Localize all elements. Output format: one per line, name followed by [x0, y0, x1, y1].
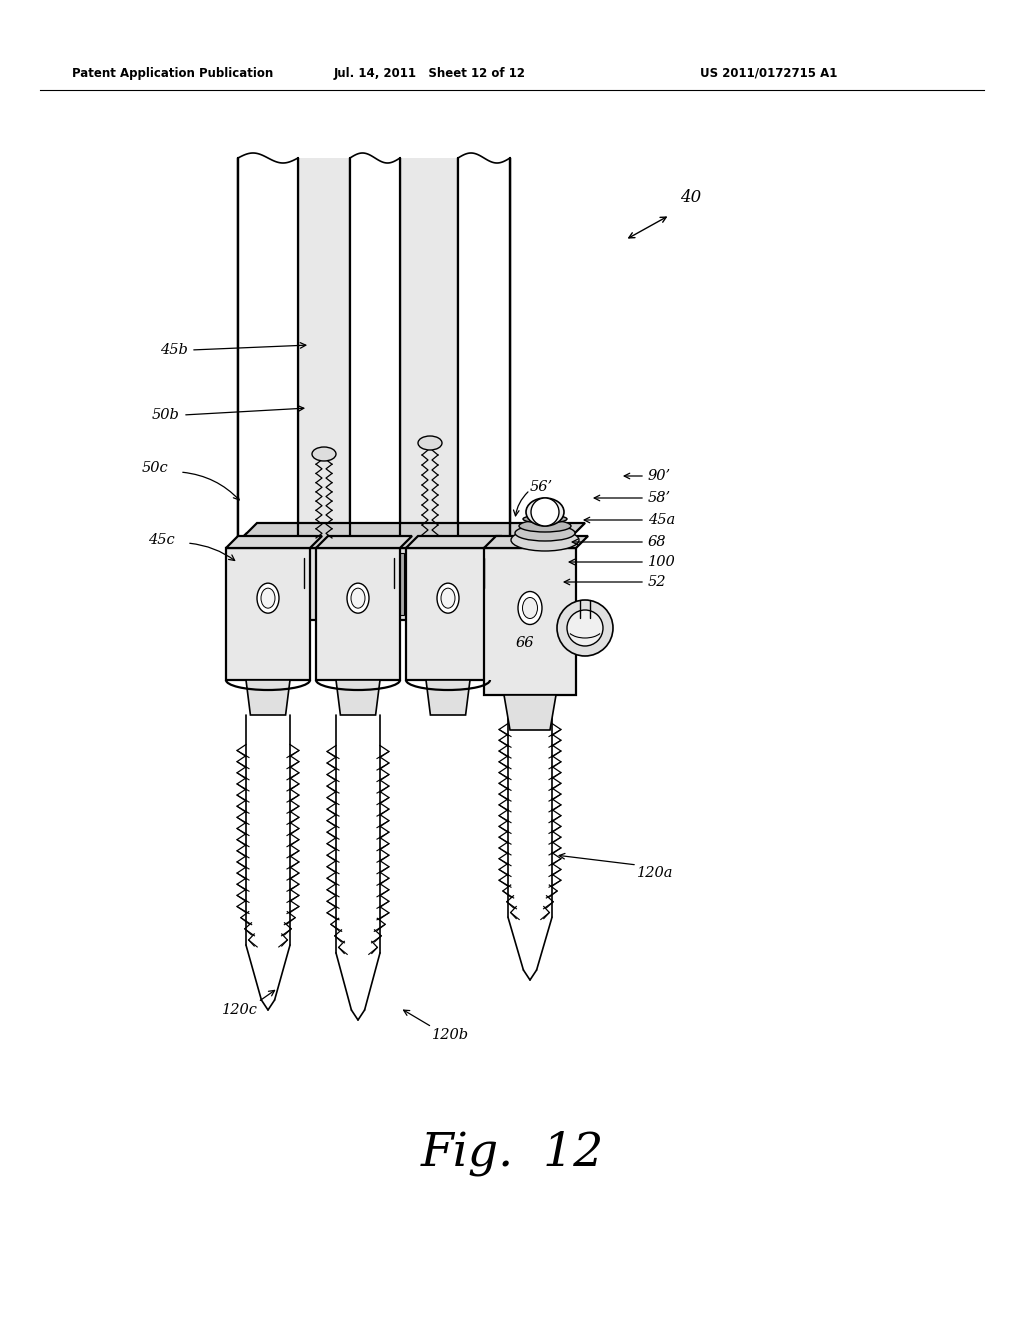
Ellipse shape — [526, 498, 564, 525]
Text: 56’: 56’ — [530, 480, 553, 494]
Polygon shape — [232, 533, 247, 620]
Polygon shape — [426, 680, 470, 715]
Text: Patent Application Publication: Patent Application Publication — [72, 66, 273, 79]
Ellipse shape — [519, 520, 571, 532]
Polygon shape — [504, 696, 556, 730]
Ellipse shape — [351, 589, 365, 609]
Text: 45c: 45c — [148, 533, 175, 546]
Ellipse shape — [437, 583, 459, 614]
Polygon shape — [396, 553, 404, 615]
Ellipse shape — [522, 598, 538, 619]
Ellipse shape — [312, 447, 336, 461]
Text: 50b: 50b — [153, 408, 180, 422]
Polygon shape — [232, 548, 560, 620]
Polygon shape — [316, 553, 324, 615]
Polygon shape — [406, 536, 502, 548]
Polygon shape — [238, 158, 298, 548]
Text: 52: 52 — [648, 576, 667, 589]
Text: 68: 68 — [648, 535, 667, 549]
Polygon shape — [226, 536, 322, 548]
Circle shape — [531, 498, 559, 525]
Polygon shape — [336, 680, 380, 715]
Text: 45b: 45b — [160, 343, 188, 356]
Polygon shape — [226, 548, 310, 680]
Ellipse shape — [347, 583, 369, 614]
Polygon shape — [316, 536, 412, 548]
Polygon shape — [400, 158, 458, 548]
Text: 50c: 50c — [141, 461, 168, 475]
Circle shape — [557, 601, 613, 656]
Polygon shape — [246, 680, 290, 715]
Polygon shape — [484, 548, 575, 696]
Polygon shape — [316, 548, 400, 680]
Ellipse shape — [518, 591, 542, 624]
Polygon shape — [298, 158, 350, 548]
Text: US 2011/0172715 A1: US 2011/0172715 A1 — [700, 66, 838, 79]
Text: 40: 40 — [680, 190, 701, 206]
Text: 58’: 58’ — [648, 491, 671, 506]
Polygon shape — [484, 536, 588, 548]
Polygon shape — [232, 523, 585, 548]
Text: Fig.  12: Fig. 12 — [420, 1130, 604, 1176]
Text: Jul. 14, 2011   Sheet 12 of 12: Jul. 14, 2011 Sheet 12 of 12 — [334, 66, 526, 79]
Ellipse shape — [523, 515, 567, 523]
Polygon shape — [350, 158, 400, 548]
Text: 120b: 120b — [432, 1028, 469, 1041]
Ellipse shape — [441, 589, 455, 609]
Circle shape — [567, 610, 603, 645]
Text: 66: 66 — [516, 636, 535, 649]
Text: 90’: 90’ — [648, 469, 671, 483]
Ellipse shape — [418, 436, 442, 450]
Ellipse shape — [515, 525, 575, 541]
Ellipse shape — [261, 589, 275, 609]
Text: 100: 100 — [648, 554, 676, 569]
Ellipse shape — [257, 583, 279, 614]
Polygon shape — [458, 158, 510, 548]
Polygon shape — [406, 548, 490, 680]
Text: 45a: 45a — [648, 513, 675, 527]
Text: 120c: 120c — [222, 1003, 258, 1016]
Text: 120a: 120a — [637, 866, 674, 880]
Ellipse shape — [511, 529, 579, 550]
